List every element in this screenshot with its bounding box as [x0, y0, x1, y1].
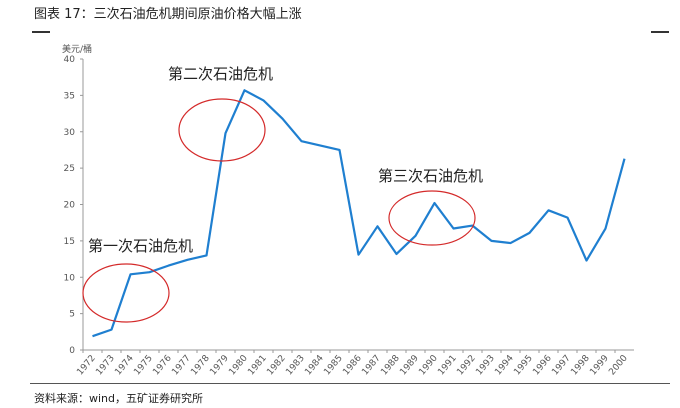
x-tick-label: 1990: [417, 353, 440, 377]
x-tick-label: 1986: [341, 353, 364, 377]
x-tick-label: 1976: [151, 353, 174, 377]
y-tick-label: 30: [64, 128, 76, 138]
y-tick-label: 35: [64, 91, 75, 101]
x-tick-label: 1988: [379, 353, 402, 377]
y-tick-label: 0: [69, 346, 75, 356]
x-tick-label: 1992: [455, 354, 477, 378]
x-tick-label: 2000: [607, 353, 630, 377]
crisis-highlight-ellipse: [388, 190, 476, 246]
x-tick-label: 1996: [531, 353, 554, 377]
x-tick-label: 1975: [132, 354, 154, 378]
x-tick-label: 1973: [94, 354, 116, 378]
x-tick-label: 1994: [493, 353, 516, 377]
y-tick-label: 10: [64, 273, 76, 283]
figure-title: 图表 17：三次石油危机期间原油价格大幅上涨: [34, 7, 302, 22]
y-tick-label: 40: [64, 55, 76, 65]
crisis-highlight-ellipse: [82, 263, 170, 323]
footer-rule: [30, 383, 670, 384]
x-tick-label: 1981: [246, 354, 268, 378]
price-line: [92, 89, 626, 338]
crisis-label: 第一次石油危机: [88, 237, 193, 255]
y-axis-label: 美元/桶: [62, 43, 92, 55]
crisis-label: 第三次石油危机: [378, 167, 483, 185]
x-tick-label: 1978: [189, 353, 212, 377]
x-tick-label: 1982: [265, 354, 287, 378]
x-tick-label: 1993: [474, 354, 496, 378]
source-note: 资料来源：wind，五矿证券研究所: [34, 392, 204, 405]
x-tick-label: 1980: [227, 353, 250, 377]
y-tick-label: 20: [64, 201, 76, 211]
x-tick-label: 1991: [436, 354, 458, 378]
x-tick-label: 1998: [569, 353, 592, 377]
y-tick-label: 25: [64, 164, 75, 174]
x-tick-label: 1999: [588, 353, 611, 377]
crisis-highlight-ellipse: [178, 98, 266, 162]
x-tick-label: 1972: [75, 354, 97, 378]
y-tick-label: 15: [64, 237, 75, 247]
x-tick-label: 1974: [113, 353, 136, 377]
x-tick-label: 1995: [512, 354, 534, 378]
x-tick-label: 1979: [208, 353, 231, 377]
crisis-label: 第二次石油危机: [168, 65, 273, 83]
y-tick-label: 5: [69, 310, 75, 320]
x-tick-label: 1977: [170, 354, 192, 378]
x-tick-label: 1987: [360, 354, 382, 378]
x-tick-label: 1983: [284, 354, 306, 378]
x-tick-label: 1997: [550, 354, 572, 378]
x-tick-label: 1985: [322, 354, 344, 378]
header-rule-left: [32, 31, 50, 33]
x-tick-label: 1984: [303, 353, 326, 377]
x-tick-label: 1989: [398, 353, 421, 377]
header-rule-right: [651, 31, 669, 33]
